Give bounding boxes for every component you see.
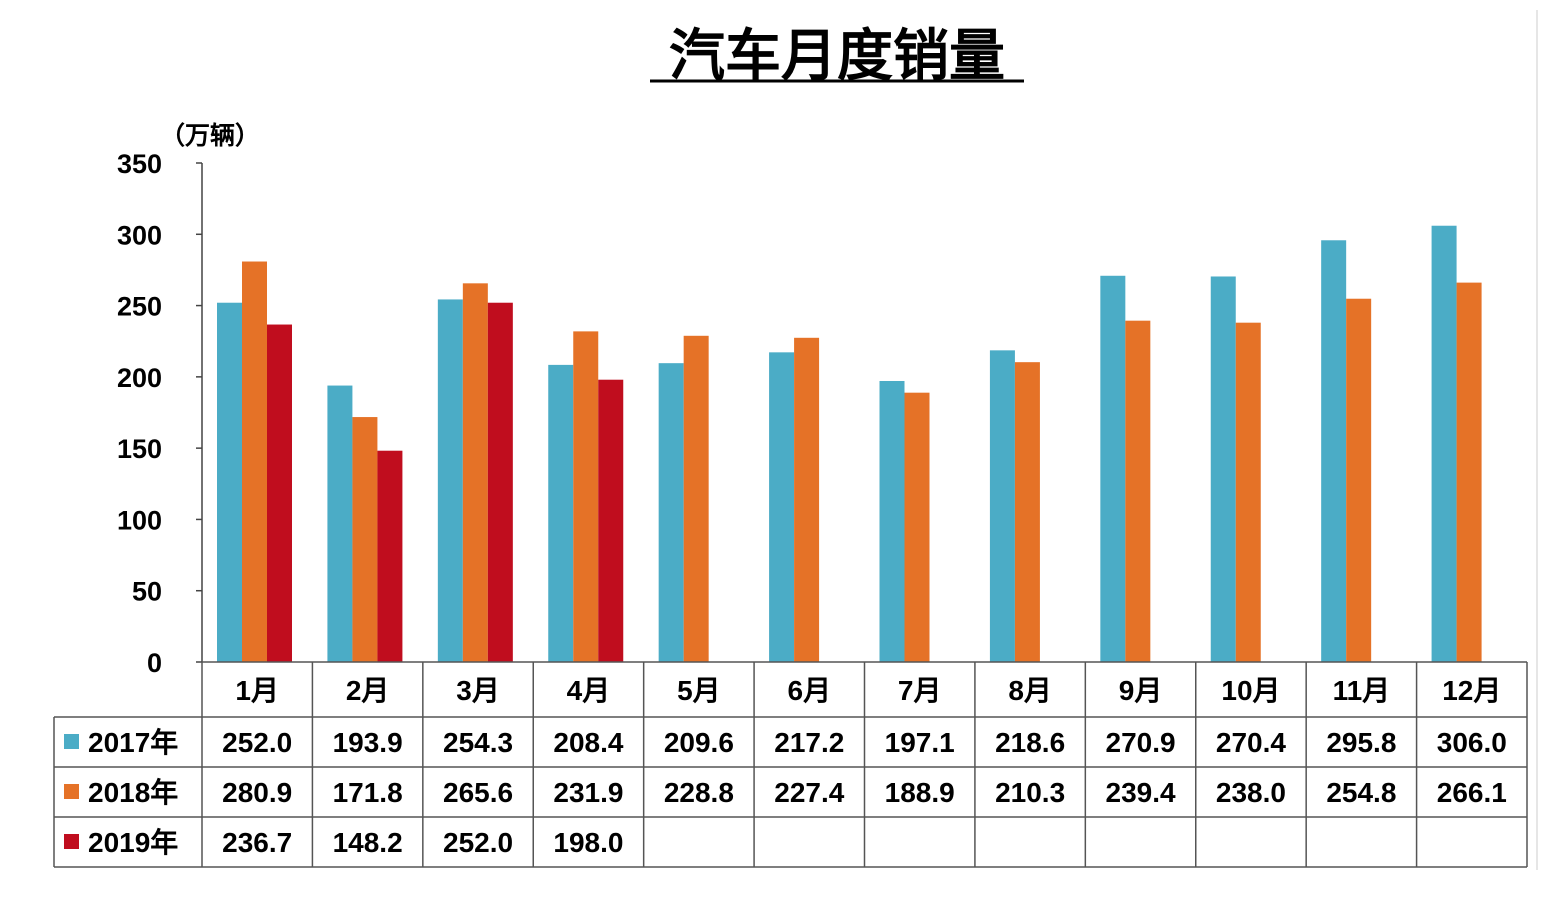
data-label: 188.9 xyxy=(885,777,955,808)
bar-2019年-2月 xyxy=(377,450,403,662)
bar-2017年-3月 xyxy=(437,299,463,662)
category-label: 4月 xyxy=(567,675,611,706)
data-label: 193.9 xyxy=(333,727,403,758)
bar-2019年-4月 xyxy=(598,379,624,662)
bar-2019年-1月 xyxy=(267,324,292,662)
data-label: 228.8 xyxy=(664,777,734,808)
legend-swatch-2019年 xyxy=(64,834,79,849)
y-tick-label: 150 xyxy=(117,434,162,464)
data-label: 239.4 xyxy=(1106,777,1176,808)
legend-label: 2017年 xyxy=(88,726,178,758)
bar-2018年-12月 xyxy=(1456,282,1482,662)
bar-2018年-4月 xyxy=(573,331,599,662)
bar-2017年-6月 xyxy=(769,352,795,662)
bar-2018年-5月 xyxy=(683,335,709,662)
y-tick-label: 250 xyxy=(117,292,162,322)
data-label: 171.8 xyxy=(333,777,403,808)
legend-label: 2019年 xyxy=(88,826,178,858)
data-label: 227.4 xyxy=(774,777,844,808)
data-label: 254.3 xyxy=(443,727,513,758)
bar-2017年-10月 xyxy=(1210,276,1236,662)
category-label: 2月 xyxy=(346,675,390,706)
data-label: 148.2 xyxy=(333,827,403,858)
bar-2018年-3月 xyxy=(462,283,488,662)
bar-2017年-12月 xyxy=(1431,225,1457,662)
bar-2018年-11月 xyxy=(1346,298,1372,662)
y-tick-label: 0 xyxy=(147,648,162,678)
category-label: 12月 xyxy=(1442,675,1501,706)
data-label: 236.7 xyxy=(222,827,292,858)
bar-2017年-7月 xyxy=(879,380,905,662)
data-label: 208.4 xyxy=(553,727,623,758)
bar-2018年-8月 xyxy=(1014,362,1040,662)
bar-2018年-6月 xyxy=(794,337,820,662)
bar-2018年-1月 xyxy=(242,261,267,662)
data-label: 265.6 xyxy=(443,777,513,808)
bar-2017年-8月 xyxy=(989,350,1015,662)
category-label: 7月 xyxy=(898,675,942,706)
bar-2017年-1月 xyxy=(217,302,242,662)
data-label: 231.9 xyxy=(553,777,623,808)
data-label: 280.9 xyxy=(222,777,292,808)
y-tick-label: 100 xyxy=(117,505,162,535)
category-label: 6月 xyxy=(788,675,832,706)
category-label: 5月 xyxy=(677,675,721,706)
bar-2018年-10月 xyxy=(1235,322,1261,662)
legend-swatch-2017年 xyxy=(64,734,79,749)
data-label: 254.8 xyxy=(1326,777,1396,808)
y-tick-label: 50 xyxy=(132,577,162,607)
bar-2017年-2月 xyxy=(327,385,353,662)
bar-2017年-9月 xyxy=(1100,275,1126,662)
category-label: 9月 xyxy=(1119,675,1163,706)
bar-2018年-7月 xyxy=(904,392,930,662)
bar-2017年-11月 xyxy=(1321,240,1347,662)
data-label: 238.0 xyxy=(1216,777,1286,808)
data-label: 217.2 xyxy=(774,727,844,758)
category-label: 11月 xyxy=(1333,675,1391,706)
data-label: 218.6 xyxy=(995,727,1065,758)
data-label: 198.0 xyxy=(553,827,623,858)
legend-label: 2018年 xyxy=(88,776,178,808)
y-tick-label: 350 xyxy=(117,149,162,179)
category-label: 3月 xyxy=(456,675,500,706)
data-label: 270.9 xyxy=(1106,727,1176,758)
data-label: 209.6 xyxy=(664,727,734,758)
data-label: 266.1 xyxy=(1437,777,1507,808)
legend-swatch-2018年 xyxy=(64,784,79,799)
bar-2019年-3月 xyxy=(487,302,513,662)
image-edge-line xyxy=(1536,10,1538,870)
data-label: 306.0 xyxy=(1437,727,1507,758)
y-tick-label: 200 xyxy=(117,363,162,393)
data-label: 197.1 xyxy=(885,727,955,758)
y-axis-unit-label: （万辆） xyxy=(160,121,260,150)
y-tick-label: 300 xyxy=(117,220,162,250)
chart-title: 汽车月度销量 xyxy=(669,24,1005,87)
bar-2018年-2月 xyxy=(352,417,378,662)
category-label: 1月 xyxy=(235,675,279,706)
bar-2017年-5月 xyxy=(658,363,684,662)
bar-2017年-4月 xyxy=(548,364,574,662)
data-label: 252.0 xyxy=(443,827,513,858)
data-label: 295.8 xyxy=(1326,727,1396,758)
data-label: 210.3 xyxy=(995,777,1065,808)
category-label: 8月 xyxy=(1008,675,1052,706)
bar-2018年-9月 xyxy=(1125,320,1151,662)
data-label: 252.0 xyxy=(222,727,292,758)
data-label: 270.4 xyxy=(1216,727,1286,758)
category-label: 10月 xyxy=(1221,675,1280,706)
